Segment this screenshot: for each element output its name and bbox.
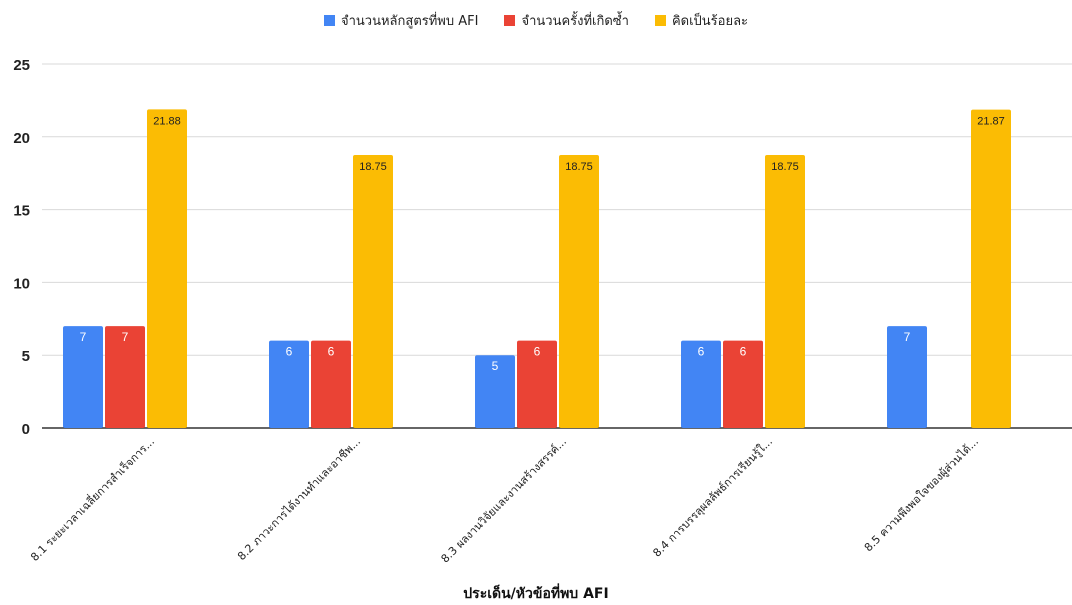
x-tick-label: 8.2 ภาวะการได้งานทำและอาชีพ... [235,435,363,563]
x-axis-title: ประเด็น/หัวข้อที่พบ AFI [463,586,609,602]
bar [105,326,145,428]
bar-data-label: 7 [122,330,129,344]
bar [269,340,309,428]
bar [681,340,721,428]
bar-data-label: 5 [492,359,499,373]
bar-data-label: 21.87 [977,116,1005,128]
bar [517,340,557,428]
bar-data-label: 21.88 [153,115,181,127]
bar-data-label: 18.75 [771,161,799,173]
bar [63,326,103,428]
bar-data-label: 7 [80,330,87,344]
bar [475,355,515,428]
y-tick-label: 5 [22,348,30,365]
y-tick-label: 15 [13,203,30,220]
legend-item-series-3[interactable]: คิดเป็นร้อยละ [654,10,749,31]
bar-data-label: 6 [286,345,293,359]
legend-swatch-red [504,15,516,26]
x-tick-label: 8.4 การบรรลุผลลัพธ์การเรียนรู้ใ... [650,435,775,560]
y-tick-label: 25 [13,57,30,74]
bar-data-label: 18.75 [565,161,593,173]
y-tick-label: 20 [13,130,30,147]
legend-label: จำนวนหลักสูตรที่พบ AFI [340,14,479,29]
legend-label: จำนวนครั้งที่เกิดซ้ำ [521,14,629,29]
x-tick-label: 8.5 ความพึงพอใจของผู้ส่วนได้... [862,435,981,554]
y-tick-label: 0 [22,421,30,438]
bar [353,155,393,428]
bar [723,340,763,428]
legend-swatch-yellow [654,15,666,26]
bar-data-label: 6 [698,345,705,359]
legend-item-series-1[interactable]: จำนวนหลักสูตรที่พบ AFI [323,10,479,31]
legend-label: คิดเป็นร้อยละ [671,14,749,29]
bar-data-label: 6 [740,345,747,359]
bar [311,340,351,428]
bar [765,155,805,428]
y-tick-label: 10 [13,275,30,292]
bar-data-label: 7 [904,330,911,344]
x-tick-label: 8.1 ระยะเวลาเฉลี่ยการสำเร็จการ... [27,434,157,564]
legend: จำนวนหลักสูตรที่พบ AFI จำนวนครั้งที่เกิด… [0,10,1072,31]
x-tick-label: 8.3 ผลงานวิจัยและงานสร้างสรรค์... [439,435,570,566]
legend-swatch-blue [323,15,335,26]
bar-data-label: 18.75 [359,161,387,173]
bar-data-label: 6 [328,345,335,359]
bar [147,109,187,429]
bar-data-label: 6 [534,345,541,359]
legend-item-series-2[interactable]: จำนวนครั้งที่เกิดซ้ำ [504,10,629,31]
bar [887,326,927,428]
bar [559,155,599,428]
bar [971,109,1011,428]
